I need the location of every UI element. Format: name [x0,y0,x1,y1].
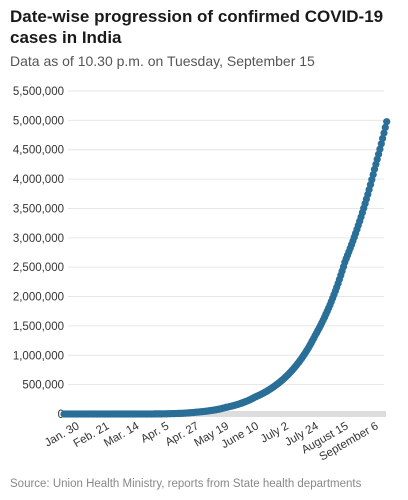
y-axis-ticks: 0500,0001,000,0001,500,0002,000,0002,500… [13,86,64,421]
y-tick-label: 1,000,000 [13,350,64,362]
chart-title: Date-wise progression of confirmed COVID… [10,7,384,47]
data-point [381,123,389,131]
data-point [383,118,391,126]
y-tick-label: 1,500,000 [13,321,64,333]
grid-lines [68,90,384,415]
y-tick-label: 2,500,000 [13,262,64,274]
series-points [60,118,391,418]
y-tick-label: 5,000,000 [13,115,64,127]
data-point [377,140,385,148]
x-axis [64,411,386,417]
x-tick-label: Mar. 14 [102,420,142,450]
data-point [379,134,387,142]
y-tick-label: 4,500,000 [13,145,64,157]
y-tick-label: 5,500,000 [13,86,64,98]
source-note: Source: Union Health Ministry, reports f… [10,478,362,490]
y-tick-label: 500,000 [22,380,64,392]
chart-subtitle: Data as of 10.30 p.m. on Tuesday, Septem… [10,53,315,69]
y-tick-label: 3,000,000 [13,233,64,245]
x-axis-band [64,411,386,417]
y-tick-label: 2,000,000 [13,292,64,304]
y-tick-label: 3,500,000 [13,203,64,215]
y-tick-label: 4,000,000 [13,174,64,186]
data-point [380,129,388,137]
